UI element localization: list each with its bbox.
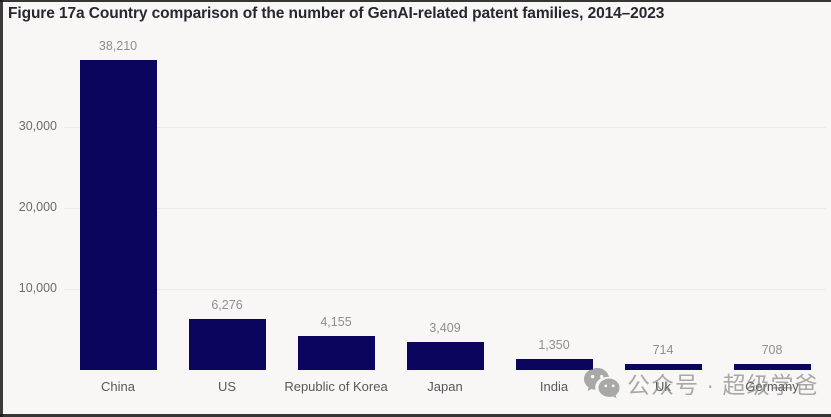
y-tick-label: 20,000 — [18, 200, 57, 214]
x-axis-label-germany: Germany — [745, 379, 799, 394]
screenshot-edge-bottom — [0, 414, 831, 417]
bar-value-label: 708 — [761, 343, 783, 357]
x-axis-label-republic-of-korea: Republic of Korea — [284, 379, 388, 394]
x-axis-label-us: US — [217, 379, 237, 394]
bar-japan — [406, 342, 484, 370]
gridline-10,000 — [64, 289, 826, 290]
y-tick-label: 30,000 — [18, 119, 57, 133]
chart-title: Figure 17a Country comparison of the num… — [8, 5, 665, 22]
x-axis-label-india: India — [539, 379, 569, 394]
bar-republic-of-korea — [297, 336, 375, 370]
bar-value-label: 3,409 — [429, 321, 461, 335]
bar-us — [188, 319, 266, 370]
bar-india — [515, 359, 593, 370]
x-axis-label-uk: Uk — [655, 379, 671, 394]
bar-value-label: 1,350 — [538, 338, 570, 352]
y-tick-label: 10,000 — [18, 281, 57, 295]
gridline-30,000 — [64, 127, 826, 128]
screenshot-edge-left — [0, 0, 3, 417]
gridline-20,000 — [64, 208, 826, 209]
bar-value-label: 38,210 — [98, 39, 138, 53]
bar-value-label: 6,276 — [211, 298, 243, 312]
bar-china — [79, 60, 157, 370]
bar-uk — [624, 364, 702, 370]
bar-value-label: 4,155 — [320, 315, 352, 329]
screenshot-edge-top — [0, 0, 831, 2]
x-axis-label-japan: Japan — [427, 379, 463, 394]
x-axis-label-china: China — [101, 379, 135, 394]
bar-germany — [733, 364, 811, 370]
bar-value-label: 714 — [652, 343, 674, 357]
